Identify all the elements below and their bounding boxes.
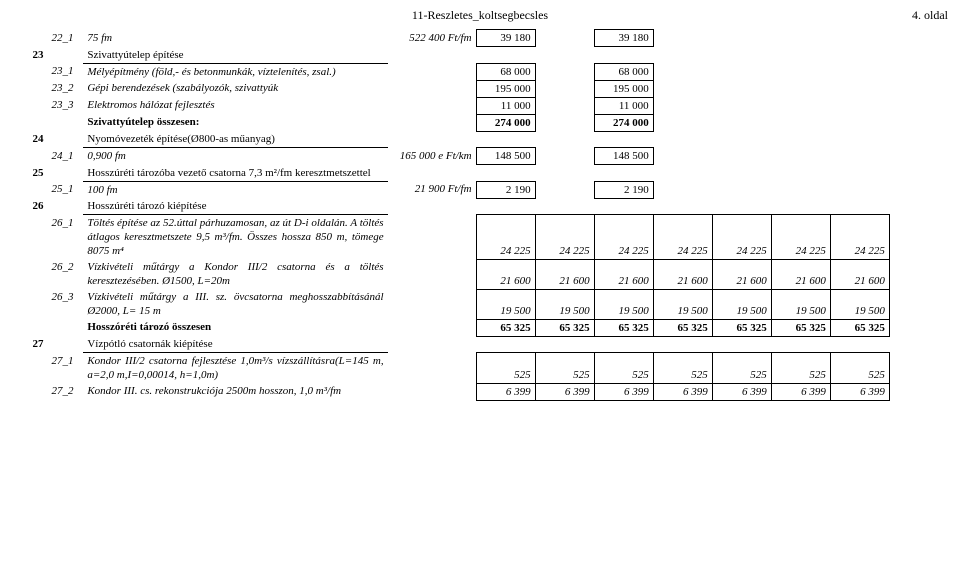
row-sub: 27_1 [48,353,84,384]
row-number [12,97,48,114]
row-desc: Vízkivételi műtárgy a Kondor III/2 csato… [83,259,387,289]
row-number [12,114,48,131]
row-number [12,259,48,289]
page-number: 4. oldal [912,8,948,23]
row-sub: 24_1 [48,148,84,165]
table-row: 25_1100 fm21 900 Ft/fm2 1902 190 [12,181,948,198]
row-unit [388,97,476,114]
row-desc: Töltés építése az 52.úttal párhuzamosan,… [83,215,387,260]
row-unit [388,63,476,80]
table-row: 23 Szivattyútelep építése [12,47,948,64]
summary-label: Hosszóréti tározó összesen [83,319,387,336]
table-row: 26_1Töltés építése az 52.úttal párhuzamo… [12,215,948,260]
table-row: 25 Hosszúréti tározóba vezető csatorna 7,… [12,165,948,182]
row-number: 26 [12,198,48,215]
table-row: 27_2Kondor III. cs. rekonstrukciója 2500… [12,383,948,400]
row-desc: 0,900 fm [83,148,387,165]
row-sub: 26_1 [48,215,84,260]
row-number [12,148,48,165]
row-number [12,215,48,260]
row-number [12,181,48,198]
doc-header: 11-Reszletes_koltsegbecsles 4. oldal [12,8,948,23]
row-desc: Gépi berendezések (szabályozók, szivatty… [83,80,387,97]
row-number [12,319,48,336]
row-desc: Vízpótló csatornák kiépítése [83,336,387,353]
cost-table: 22_175 fm522 400 Ft/fm39 18039 18023 Sziv… [12,29,948,401]
row-number [12,383,48,400]
row-unit [388,259,476,289]
row-number [12,30,48,47]
row-number [12,289,48,319]
row-sub: 23_2 [48,80,84,97]
table-row: Hosszóréti tározó összesen65 32565 32565… [12,319,948,336]
row-sub: 27_2 [48,383,84,400]
row-sub: 23_1 [48,63,84,80]
row-unit [388,289,476,319]
row-desc: Kondor III/2 csatorna fejlesztése 1,0m³/… [83,353,387,384]
row-unit [388,353,476,384]
row-desc: 75 fm [83,30,387,47]
row-desc: Hosszúréti tározó kiépítése [83,198,387,215]
row-sub: 26_2 [48,259,84,289]
table-row: 23_2Gépi berendezések (szabályozók, sziv… [12,80,948,97]
row-number [12,63,48,80]
row-sub: 22_1 [48,30,84,47]
row-desc: Hosszúréti tározóba vezető csatorna 7,3 … [83,165,387,182]
table-row: 27_1Kondor III/2 csatorna fejlesztése 1,… [12,353,948,384]
row-sub: 26_3 [48,289,84,319]
table-row: 26_2Vízkivételi műtárgy a Kondor III/2 c… [12,259,948,289]
row-desc: Vízkivételi műtárgy a III. sz. övcsatorn… [83,289,387,319]
table-row: 22_175 fm522 400 Ft/fm39 18039 180 [12,30,948,47]
row-unit: 165 000 e Ft/km [388,148,476,165]
row-unit: 21 900 Ft/fm [388,181,476,198]
table-row: Szivattyútelep összesen:274 000274 000 [12,114,948,131]
row-number [12,80,48,97]
row-unit: 522 400 Ft/fm [388,30,476,47]
table-row: 26 Hosszúréti tározó kiépítése [12,198,948,215]
row-desc: Mélyépítmény (föld,- és betonmunkák, víz… [83,63,387,80]
table-row: 23_1Mélyépítmény (föld,- és betonmunkák,… [12,63,948,80]
doc-title: 11-Reszletes_koltsegbecsles [412,8,548,22]
row-desc: Szivattyútelep építése [83,47,387,64]
table-row: 23_3Elektromos hálózat fejlesztés11 0001… [12,97,948,114]
row-number: 23 [12,47,48,64]
row-unit [388,215,476,260]
table-row: 27 Vízpótló csatornák kiépítése [12,336,948,353]
table-row: 24_10,900 fm165 000 e Ft/km148 500148 50… [12,148,948,165]
row-unit [388,80,476,97]
row-sub: 23_3 [48,97,84,114]
table-row: 24 Nyomóvezeték építése(Ø800-as műanyag) [12,131,948,148]
row-unit [388,383,476,400]
row-desc: Nyomóvezeték építése(Ø800-as műanyag) [83,131,387,148]
row-number: 24 [12,131,48,148]
row-desc: 100 fm [83,181,387,198]
row-number [12,353,48,384]
table-row: 26_3Vízkivételi műtárgy a III. sz. övcsa… [12,289,948,319]
row-sub: 25_1 [48,181,84,198]
row-desc: Elektromos hálózat fejlesztés [83,97,387,114]
row-desc: Kondor III. cs. rekonstrukciója 2500m ho… [83,383,387,400]
row-number: 25 [12,165,48,182]
row-number: 27 [12,336,48,353]
summary-label: Szivattyútelep összesen: [83,114,387,131]
